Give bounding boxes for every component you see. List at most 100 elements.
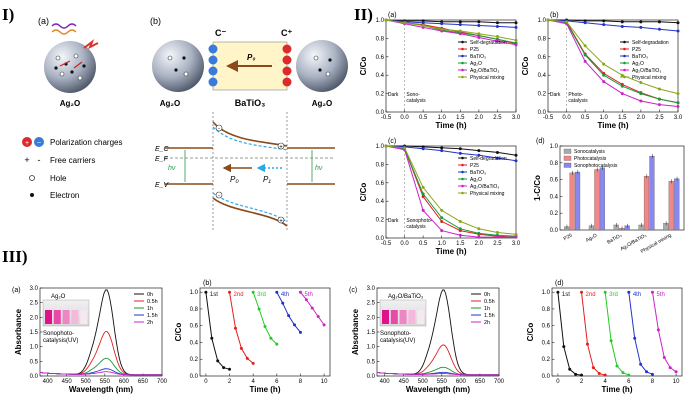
cycle-1st-point (562, 345, 566, 349)
bar-photocatalysis (619, 228, 625, 231)
y-tick-label: 3.0 (30, 286, 39, 292)
series-ag-o-batio-line (385, 19, 517, 46)
y-tick-label: 1.0 (190, 290, 199, 296)
y-tick-label: 0.2 (376, 92, 385, 98)
x-tick-label: 500 (418, 379, 429, 385)
y-tick-label: 2.0 (367, 315, 376, 321)
legend-marker (461, 156, 464, 160)
cycle-5th-point (650, 290, 654, 294)
series-batio-point (477, 153, 481, 157)
ev-label: E_V (155, 182, 170, 189)
x-tick-label: 0.5 (419, 241, 428, 247)
legend-marker (461, 40, 464, 44)
cuvette-sample (71, 310, 79, 324)
legend-marker (623, 54, 626, 58)
series-batio-line (547, 19, 679, 32)
section-iii-charts: 400 450 500 550 600 650 7000.00.51.01.52.02.53… (12, 280, 683, 394)
x-tick-label: 0.5 (581, 115, 590, 121)
y-tick-label: 0.6 (190, 324, 199, 330)
legend-entry: Self-degradation (632, 40, 669, 46)
legend-marker (461, 54, 464, 58)
x-tick-label: 450 (399, 379, 410, 385)
legend-entry: 1.5h (147, 313, 158, 319)
x-tick-label: 2.0 (475, 241, 484, 247)
series-batio-point (458, 23, 462, 27)
x-tick-label: 6 (275, 379, 279, 385)
series-p25-point (440, 219, 444, 223)
cuvette-sample (417, 310, 425, 324)
x-tick-label: -0.5 (543, 115, 554, 121)
cycle-5th-point (304, 298, 308, 302)
series-self-degradation-point (602, 19, 606, 23)
series-self-degradation-point (495, 150, 499, 154)
y-tick-label: 2.5 (30, 301, 39, 307)
cycle-label: 5th (304, 292, 312, 298)
x-tick-label: 550 (100, 379, 111, 385)
cycle-2nd-point (591, 366, 595, 370)
series-self-degradation-point (458, 147, 462, 151)
free-carrier-plus-icon: + (24, 155, 29, 165)
cycle-1st-point (228, 367, 232, 371)
cycle-1st-point (222, 366, 226, 370)
panel-i-a-label: (a) (38, 16, 49, 26)
cuvette-sample (62, 310, 70, 324)
series-batio-point (639, 25, 643, 29)
polarization-arrow (59, 60, 71, 67)
y-tick-label: 0.2 (190, 357, 199, 363)
cycle-3rd-line (252, 292, 278, 345)
legend-marker (623, 47, 626, 51)
series-self-degradation-point (477, 149, 481, 153)
series-ag-o-point (421, 192, 425, 196)
x-axis-label: Wavelength (nm) (69, 385, 133, 394)
y-tick-label: 1.0 (542, 290, 551, 296)
x-tick-label: 6 (627, 379, 631, 385)
ultrasound-bolt-icon (83, 39, 99, 50)
y-tick-label: 0.5 (367, 359, 376, 365)
negative-charge-icon (34, 137, 44, 147)
series-physical-mixing-point (620, 73, 624, 77)
cuvette-sample (53, 310, 61, 324)
legend-entry: 0h (484, 292, 490, 298)
series-ag-o-point (602, 73, 606, 77)
series-physical-mixing-point (458, 219, 462, 223)
series-batio-point (421, 21, 425, 25)
absorbance-2h-line (39, 371, 162, 376)
plot-frame (547, 19, 679, 113)
x-tick-label: 650 (475, 379, 486, 385)
series-ag-o-point (477, 231, 481, 235)
cycle-3rd-point (275, 342, 279, 346)
series-ag-o-batio-point (495, 39, 499, 43)
series-physical-mixing-point (602, 62, 606, 66)
inset-caption-2: catalysis(UV) (43, 338, 78, 344)
series-batio-point (477, 24, 481, 28)
region-label-2: catalysis (568, 98, 588, 104)
cycle-4th-line (276, 291, 301, 333)
electron-dot (82, 64, 86, 68)
y-tick-label: 0.4 (190, 340, 199, 346)
cycle-2nd-point (251, 361, 255, 365)
inset-caption-1: Sonophoto- (43, 331, 74, 337)
p1-label-band: P₁ (263, 175, 271, 184)
series-physical-mixing-point (421, 24, 425, 28)
cycle-5th-point (656, 328, 660, 332)
hv-left: hν (168, 165, 176, 172)
y-tick-label: 0.0 (550, 228, 559, 234)
x-tick-label: 0.0 (400, 241, 409, 247)
y-tick-label: 3.0 (367, 286, 376, 292)
section-ii-label: II) (354, 5, 373, 24)
region-label-2: catalysis (406, 98, 426, 104)
cycle-5th-point (310, 306, 314, 310)
region-dark-label: Dark (388, 92, 399, 98)
x-tick-label: 2.0 (475, 115, 484, 121)
hole-dot (73, 53, 79, 59)
x-axis-label: Time (h) (436, 247, 467, 256)
y-tick-label: 1.0 (538, 18, 547, 24)
cycle-5th-point (316, 314, 320, 318)
bar-sonophotocatalysis (624, 225, 630, 231)
cycle-label: 1st (210, 292, 218, 298)
cycle-label: 3rd (609, 292, 618, 298)
cycle-3rd-point (615, 364, 619, 368)
cycle-4th-line (628, 292, 653, 375)
legend-entry: 2h (147, 320, 153, 326)
cycle-1st-line (557, 292, 582, 376)
